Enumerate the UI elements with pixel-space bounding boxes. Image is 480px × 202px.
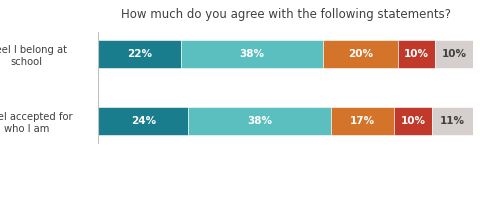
Text: 38%: 38% xyxy=(247,116,272,126)
Bar xyxy=(432,107,473,135)
Bar xyxy=(181,40,323,68)
Text: 10%: 10% xyxy=(442,49,467,59)
Text: 17%: 17% xyxy=(350,116,375,126)
Bar xyxy=(394,107,432,135)
Bar xyxy=(323,40,398,68)
Text: 10%: 10% xyxy=(404,49,429,59)
Bar xyxy=(398,40,435,68)
Text: 20%: 20% xyxy=(348,49,373,59)
Text: 10%: 10% xyxy=(400,116,425,126)
Text: 38%: 38% xyxy=(240,49,264,59)
Bar xyxy=(98,40,181,68)
Text: 11%: 11% xyxy=(440,116,465,126)
Bar xyxy=(331,107,394,135)
Title: How much do you agree with the following statements?: How much do you agree with the following… xyxy=(120,8,451,21)
Bar xyxy=(188,107,331,135)
Text: 22%: 22% xyxy=(127,49,152,59)
Bar xyxy=(435,40,473,68)
Text: 24%: 24% xyxy=(131,116,156,126)
Bar xyxy=(98,107,188,135)
